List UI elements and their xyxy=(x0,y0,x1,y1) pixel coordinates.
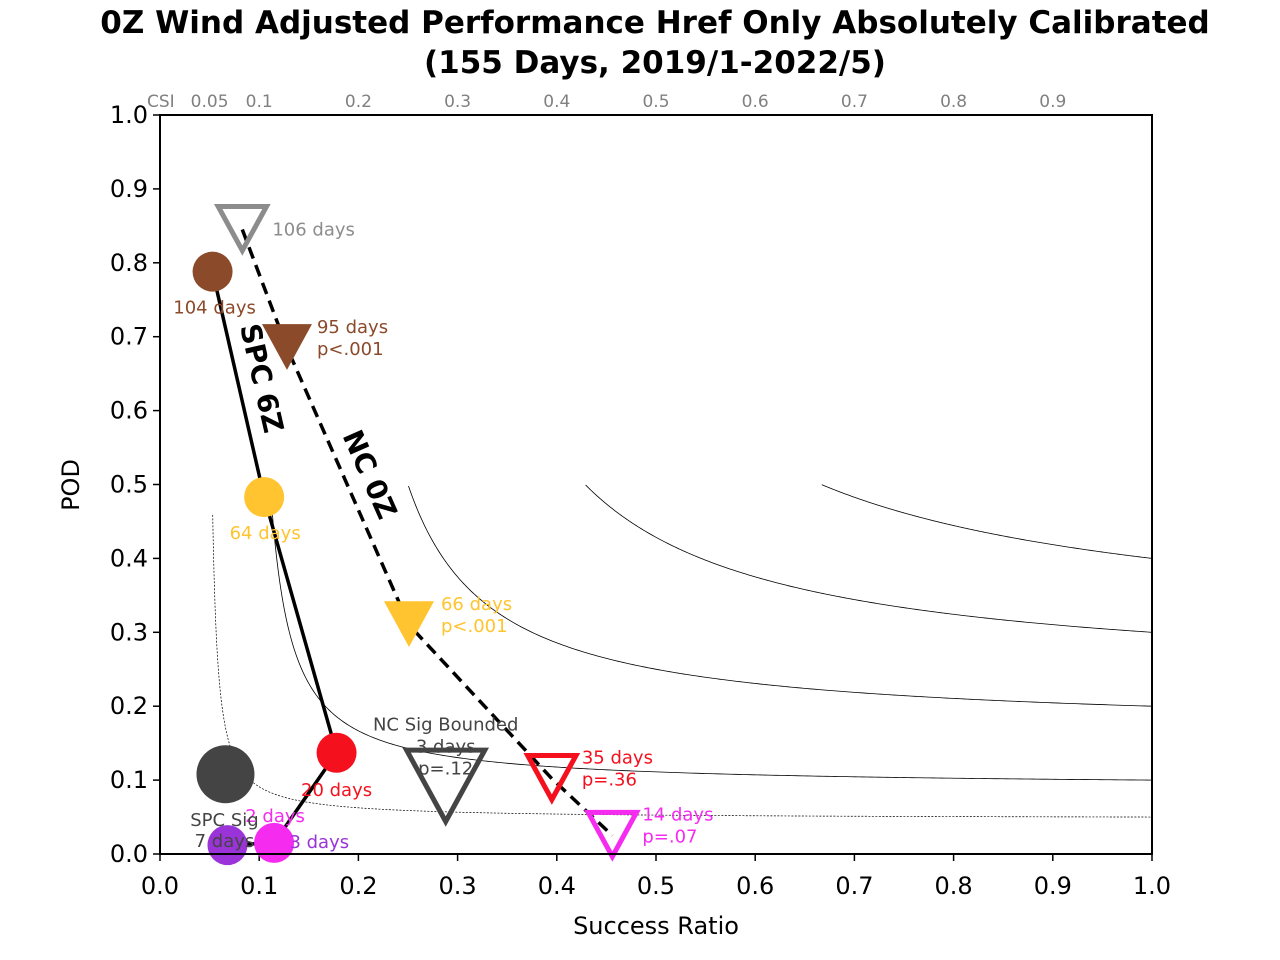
csi-tick-label: 0.4 xyxy=(543,92,570,112)
csi-contour-0.2 xyxy=(408,485,1152,707)
label-nc-4: 14 days xyxy=(642,805,713,826)
csi-tick-label: 0.8 xyxy=(940,92,967,112)
csi-tick-label: 0.7 xyxy=(841,92,868,112)
marker-nc0z-2 xyxy=(383,601,434,647)
marker-spc-sig xyxy=(196,745,255,804)
marker-nc0z-3 xyxy=(523,753,581,805)
marker-nc0z-4 xyxy=(583,809,641,862)
x-tick-label: 0.3 xyxy=(439,872,477,900)
csi-contour-0.9 xyxy=(1151,188,1152,190)
csi-tick-label: 0.1 xyxy=(246,92,273,112)
label-nc-p-3: p=.36 xyxy=(582,770,637,791)
marker-spc6z-3 xyxy=(254,822,295,863)
label-nc-sig-p: p=.12 xyxy=(418,758,473,779)
annotations: 104 days 64 days 20 days 2 days 3 days 106 da… xyxy=(173,220,713,854)
csi-tick-label: 0.3 xyxy=(444,92,471,112)
label-nc-sig-days: 3 days xyxy=(416,736,476,757)
y-tick-label: 0.2 xyxy=(110,692,148,720)
label-spc-2: 20 days xyxy=(301,780,372,801)
csi-tick-label: 0.2 xyxy=(345,92,372,112)
label-nc-p-1: p<.001 xyxy=(317,339,384,360)
label-nc-0: 106 days xyxy=(272,220,355,241)
csi-contour-0.05 xyxy=(212,514,1152,818)
csi-contour-0.7 xyxy=(1151,336,1152,338)
chart-title-line2: (155 Days, 2019/1-2022/5) xyxy=(424,45,886,81)
y-tick-label: 0.3 xyxy=(110,618,148,646)
marker-spc6z-1 xyxy=(244,477,285,518)
label-spc-sig-days: 7 days xyxy=(195,831,255,852)
marker-nc-sig-bounded xyxy=(402,747,490,827)
csi-tick-label: 0.5 xyxy=(642,92,669,112)
y-tick-label: 0.5 xyxy=(110,471,148,499)
curve-label-nc0z: NC 0Z xyxy=(336,425,404,524)
label-nc-sig-name: NC Sig Bounded xyxy=(373,714,518,735)
x-tick-label: 0.0 xyxy=(141,872,179,900)
csi-tick-label: 0.05 xyxy=(191,92,229,112)
label-nc-3: 35 days xyxy=(582,748,653,769)
label-spc-3: 2 days xyxy=(245,806,305,827)
x-tick-label: 0.4 xyxy=(538,872,576,900)
y-axis-ticks: 0.0 0.1 0.2 0.3 0.4 0.5 0.6 0.7 0.8 0.9 1.0 xyxy=(110,101,160,868)
x-tick-label: 0.5 xyxy=(637,872,675,900)
y-tick-label: 1.0 xyxy=(110,101,148,129)
y-tick-label: 0.6 xyxy=(110,397,148,425)
y-tick-label: 0.4 xyxy=(110,544,148,572)
x-axis-ticks: 0.0 0.1 0.2 0.3 0.4 0.5 0.6 0.7 0.8 0.9 1.0 xyxy=(141,854,1171,900)
label-nc-p-2: p<.001 xyxy=(441,616,508,637)
x-tick-label: 0.6 xyxy=(736,872,774,900)
plot-frame xyxy=(159,114,1153,855)
x-tick-label: 0.9 xyxy=(1034,872,1072,900)
label-spc-sig-name: SPC Sig xyxy=(190,810,258,831)
y-tick-label: 0.8 xyxy=(110,249,148,277)
y-tick-label: 0.7 xyxy=(110,323,148,351)
marker-nc0z-0 xyxy=(213,203,271,256)
label-spc-1: 64 days xyxy=(230,523,301,544)
y-tick-label: 0.9 xyxy=(110,175,148,203)
y-tick-label: 0.1 xyxy=(110,766,148,794)
csi-label: CSI xyxy=(147,92,175,112)
x-tick-label: 0.1 xyxy=(240,872,278,900)
label-nc-p-4: p=.07 xyxy=(642,827,697,848)
y-axis-label: POD xyxy=(57,459,85,511)
label-nc-1: 95 days xyxy=(317,317,388,338)
x-tick-label: 1.0 xyxy=(1133,872,1171,900)
csi-contour-0.4 xyxy=(821,484,1152,559)
csi-contour-0.8 xyxy=(1151,262,1152,264)
marker-spc6z-2 xyxy=(316,732,357,773)
label-nc-2: 66 days xyxy=(441,594,512,615)
csi-tick-label: 0.9 xyxy=(1039,92,1066,112)
csi-contour-0.6 xyxy=(1151,410,1152,412)
label-spc-0: 104 days xyxy=(173,298,256,319)
x-tick-label: 0.8 xyxy=(935,872,973,900)
csi-contour-0.1 xyxy=(270,491,1152,781)
csi-contour-0.3 xyxy=(585,484,1152,633)
marker-nc0z-1 xyxy=(261,324,312,370)
csi-top-labels: 0.05 0.1 0.2 0.3 0.4 0.5 0.6 0.7 0.8 0.9 xyxy=(191,92,1067,112)
y-tick-label: 0.0 xyxy=(110,840,148,868)
marker-spc6z-4 xyxy=(207,825,248,866)
csi-tick-label: 0.6 xyxy=(742,92,769,112)
chart-title-line1: 0Z Wind Adjusted Performance Href Only A… xyxy=(100,5,1210,41)
marker-spc6z-0 xyxy=(192,251,233,292)
series-markers xyxy=(192,203,641,866)
label-spc-4: 3 days xyxy=(289,832,349,853)
x-axis-label: Success Ratio xyxy=(573,912,739,940)
x-tick-label: 0.7 xyxy=(835,872,873,900)
x-tick-label: 0.2 xyxy=(339,872,377,900)
